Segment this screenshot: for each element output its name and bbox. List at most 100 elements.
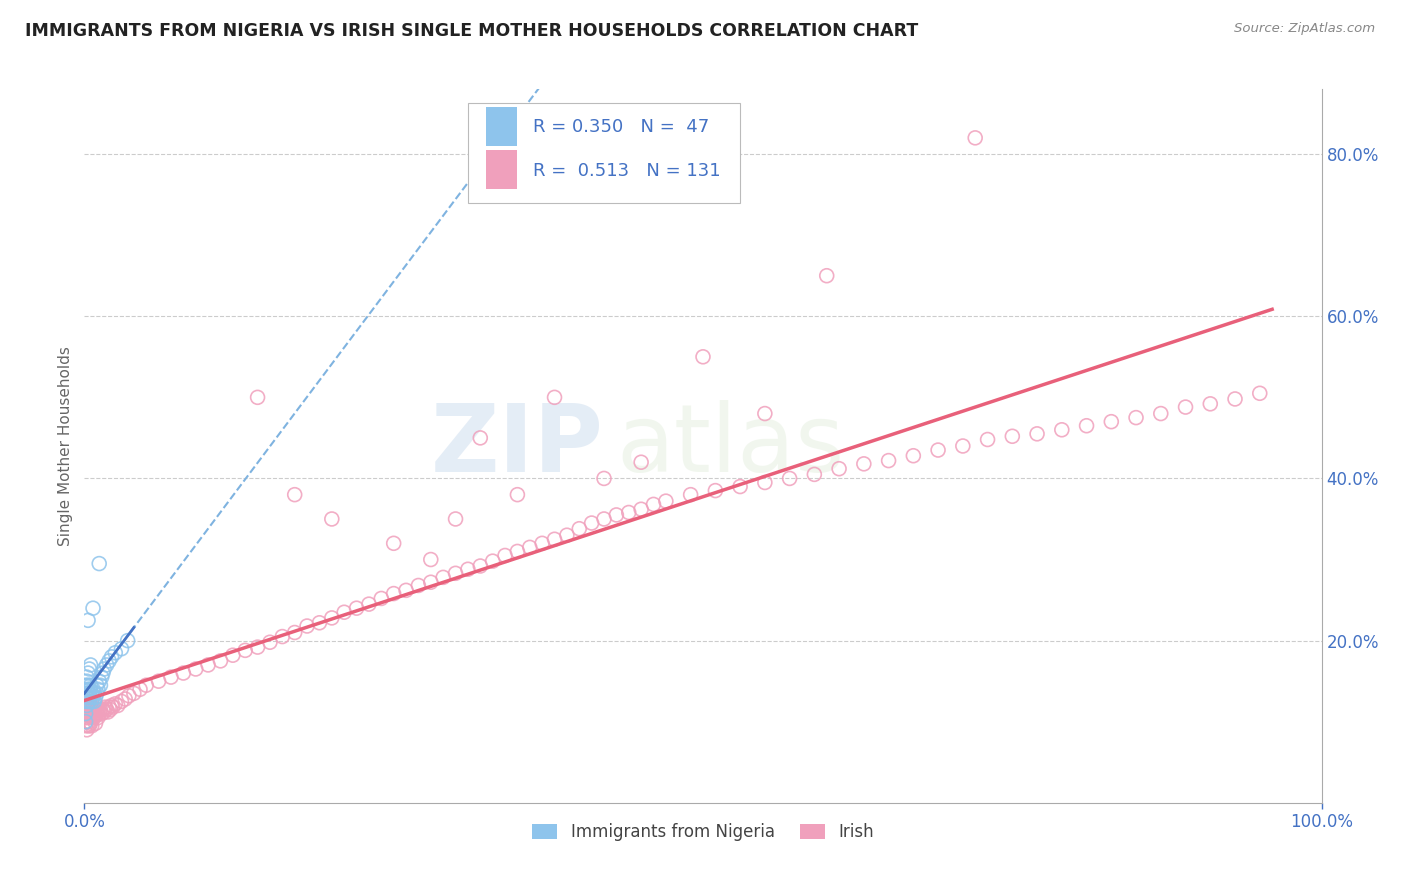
Point [605,508,627,522]
Point [79,714,101,729]
Point [80,702,103,716]
Point [90,706,112,721]
Point [104,646,127,660]
Point [79,702,101,716]
Point [83,705,105,719]
Point [76,706,98,721]
Point [1223,392,1246,406]
Point [90,670,112,684]
Point [1026,426,1049,441]
Point [76,690,98,705]
Text: Source: ZipAtlas.com: Source: ZipAtlas.com [1234,22,1375,36]
Point [104,697,127,711]
Point [80,686,103,700]
Point [555,528,578,542]
Point [97,705,120,719]
Point [98,700,121,714]
Point [1125,410,1147,425]
Text: atlas: atlas [616,400,845,492]
Point [370,591,392,606]
Point [77,690,100,705]
Point [79,682,101,697]
Point [79,702,101,716]
Point [75,719,97,733]
Point [84,716,107,731]
Point [444,566,467,581]
Point [233,643,256,657]
Point [494,549,516,563]
Point [543,533,565,547]
Point [346,601,368,615]
Point [89,706,111,721]
Point [76,682,98,697]
Point [506,544,529,558]
Text: ZIP: ZIP [432,400,605,492]
Point [197,657,219,672]
Point [246,390,269,404]
Point [87,711,110,725]
Point [382,536,405,550]
Point [89,557,111,571]
Point [284,488,307,502]
Point [184,662,207,676]
Point [419,575,441,590]
Point [432,570,454,584]
Point [75,714,97,729]
Point [100,649,122,664]
Point [79,662,101,676]
Point [82,708,104,723]
Point [79,678,101,692]
Point [357,597,380,611]
Point [79,690,101,705]
Bar [486,150,517,189]
Point [80,694,103,708]
Point [519,541,541,555]
Point [1199,397,1222,411]
Point [89,702,111,716]
Point [1099,415,1122,429]
Point [93,662,115,676]
Point [408,578,430,592]
Point [470,431,492,445]
Point [79,682,101,697]
Point [593,471,616,485]
Point [75,678,97,692]
Point [679,488,702,502]
Point [83,686,105,700]
Point [79,700,101,714]
Point [76,698,98,713]
Point [98,654,121,668]
Point [1174,400,1197,414]
Point [815,268,838,283]
Point [77,719,100,733]
Point [543,390,565,404]
Point [222,648,245,663]
Point [704,483,727,498]
Text: R =  0.513   N = 131: R = 0.513 N = 131 [533,162,721,180]
Point [395,583,418,598]
Point [77,711,100,725]
Point [927,443,949,458]
Point [76,674,98,689]
Point [86,678,108,692]
Point [76,714,98,729]
Point [77,686,100,700]
Point [148,674,170,689]
Point [80,719,103,733]
Point [79,694,101,708]
Point [86,706,108,721]
Point [77,708,100,723]
Point [96,702,118,716]
Point [419,552,441,566]
Point [79,705,101,719]
Point [321,512,343,526]
Point [76,698,98,713]
Point [83,694,105,708]
Point [77,666,100,681]
Point [79,686,101,700]
Point [76,670,98,684]
Point [828,461,851,475]
Point [75,694,97,708]
Point [246,640,269,654]
Point [75,706,97,721]
